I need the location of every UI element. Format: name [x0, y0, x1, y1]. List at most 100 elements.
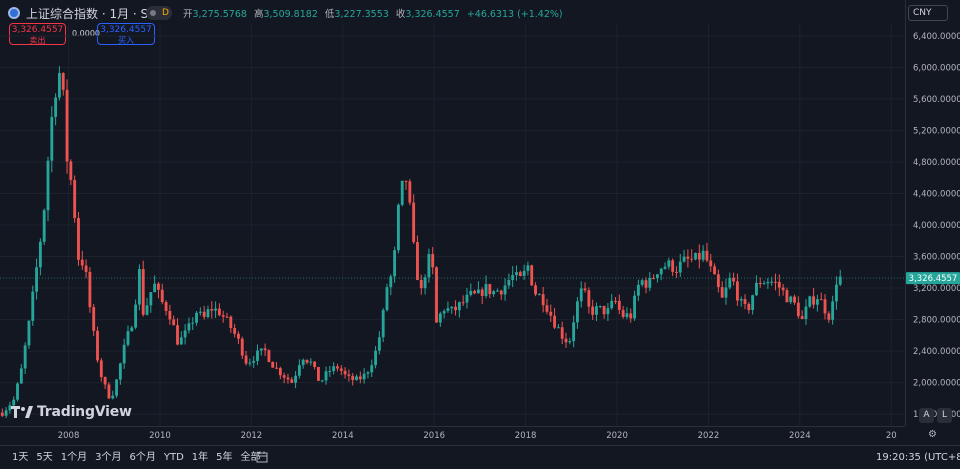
- y-tick-label: 6,000.0000: [913, 63, 960, 73]
- candle-body: [355, 376, 358, 381]
- candle-body: [297, 365, 301, 376]
- range-button[interactable]: 1年: [191, 452, 209, 463]
- candle-body: [35, 267, 38, 292]
- candle-body: [766, 281, 770, 284]
- candle-body: [572, 322, 576, 342]
- candle-body: [732, 277, 736, 282]
- candle-body: [179, 337, 183, 345]
- candle-body: [16, 383, 19, 400]
- timezone-clock[interactable]: 19:20:35 (UTC+8): [876, 452, 960, 463]
- candle-body: [73, 180, 77, 219]
- candle-body: [134, 304, 138, 328]
- range-button[interactable]: 1个月: [60, 452, 88, 463]
- candle-body: [739, 299, 743, 301]
- candle-body: [286, 377, 290, 380]
- candle-body: [568, 341, 572, 343]
- candle-body: [518, 272, 522, 276]
- candle-body: [804, 306, 808, 320]
- range-button[interactable]: 1天: [12, 452, 29, 463]
- candle-body: [294, 375, 298, 383]
- range-button[interactable]: 6个月: [129, 452, 156, 463]
- candle-body: [579, 288, 583, 302]
- candle-body: [118, 363, 122, 380]
- candle-body: [735, 281, 739, 301]
- candle-body: [381, 310, 385, 338]
- range-button[interactable]: 5天: [36, 452, 53, 463]
- log-scale-button[interactable]: L: [937, 408, 952, 423]
- y-tick-label: 4,400.0000: [913, 189, 960, 199]
- candle-body: [595, 306, 598, 315]
- candle-body: [377, 337, 381, 351]
- candle-body: [705, 250, 709, 261]
- candle-body: [210, 309, 214, 311]
- candle-body: [416, 242, 419, 281]
- range-button[interactable]: 全部: [240, 452, 261, 463]
- candle-body: [23, 345, 27, 369]
- candle-body: [396, 204, 400, 251]
- candle-body: [115, 379, 118, 396]
- candle-body: [583, 288, 587, 291]
- auto-scale-button[interactable]: A: [919, 408, 934, 423]
- candle-body: [724, 287, 728, 298]
- candle-body: [522, 270, 526, 276]
- x-tick-label: 2024: [789, 431, 811, 441]
- candle-body: [225, 316, 229, 318]
- indicator-toggle[interactable]: D: [146, 6, 172, 20]
- candle-body: [770, 281, 774, 283]
- x-tick-label: 20: [886, 431, 897, 441]
- low-label: 低: [324, 9, 335, 20]
- candle-body: [145, 305, 149, 315]
- candle-body: [435, 267, 438, 323]
- candle-body: [526, 265, 530, 271]
- close-label: 收: [395, 9, 406, 20]
- candle-body: [789, 296, 793, 303]
- candle-body: [815, 299, 819, 305]
- ohlc-readout: 开3,275.5768 高3,509.8182 低3,227.3553 收3,3…: [183, 6, 567, 20]
- candle-body: [667, 260, 671, 267]
- candle-body: [393, 250, 397, 277]
- candle-body: [560, 327, 564, 339]
- candle-body: [65, 89, 69, 162]
- range-button[interactable]: 5年: [216, 452, 233, 463]
- gear-icon[interactable]: ⚙: [928, 429, 937, 440]
- sell-price: 3,326.4557: [11, 25, 64, 35]
- candle-body: [690, 258, 694, 260]
- candle-body: [61, 73, 65, 90]
- price-chart[interactable]: 1,600.0000 2,000.0000 2,400.0000 2,800.0000…: [0, 0, 960, 446]
- candle-body: [545, 305, 549, 312]
- candle-body: [606, 308, 610, 315]
- candle-body: [366, 372, 370, 374]
- range-button[interactable]: YTD: [163, 452, 184, 463]
- sell-button[interactable]: 3,326.4557 卖出: [9, 23, 66, 45]
- calendar-icon[interactable]: [256, 451, 268, 463]
- candle-body: [290, 379, 294, 383]
- candle-body: [503, 285, 507, 295]
- currency-selector[interactable]: CNY: [908, 5, 948, 21]
- symbol-title[interactable]: 上证综合指数 · 1月 · SSE: [26, 7, 164, 21]
- candle-body: [198, 311, 202, 313]
- x-tick-label: 2012: [241, 431, 263, 441]
- candle-body: [252, 360, 256, 363]
- candle-body: [629, 313, 633, 319]
- candle-body: [591, 306, 595, 315]
- candle-body: [747, 304, 751, 310]
- candle-body: [96, 330, 99, 361]
- buy-button[interactable]: 3,326.4557 买入: [97, 23, 155, 45]
- candle-body: [549, 311, 553, 316]
- y-tick-label: 2,400.0000: [913, 347, 960, 357]
- candle-body: [602, 305, 606, 315]
- candle-body: [530, 265, 534, 286]
- candle-body: [0, 412, 4, 416]
- candle-body: [713, 266, 716, 275]
- x-tick-label: 2018: [515, 431, 537, 441]
- candle-body: [442, 310, 446, 314]
- candle-body: [80, 259, 84, 266]
- candle-body: [385, 287, 389, 311]
- candle-body: [419, 280, 423, 289]
- tradingview-logo[interactable]: TradingView: [11, 404, 132, 420]
- candle-body: [454, 306, 457, 311]
- range-button[interactable]: 3个月: [95, 452, 122, 463]
- candle-body: [587, 290, 591, 307]
- candle-body: [172, 319, 176, 326]
- candle-body: [755, 282, 758, 296]
